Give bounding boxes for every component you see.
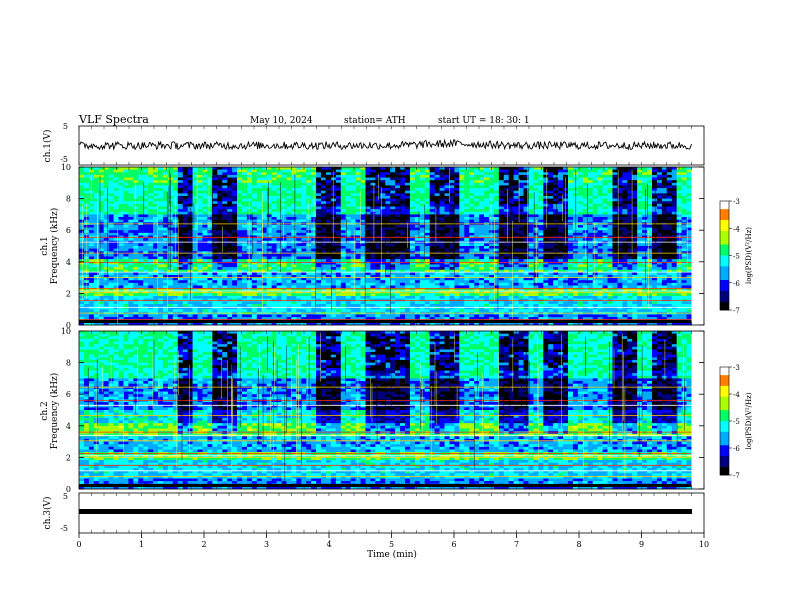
freq-tick-label: 6 <box>66 390 71 399</box>
freq-tick-label: 2 <box>66 453 71 462</box>
time-tick-label: 1 <box>139 540 144 549</box>
ch3-ytick-top: 5 <box>63 492 68 501</box>
ch3-waveform-ylabel: ch.3(V) <box>42 497 53 530</box>
ch1-ytick-bottom: -5 <box>60 155 68 164</box>
start-time-label: start UT = 18: 30: 1 <box>438 116 530 126</box>
time-tick-label: 10 <box>699 540 709 549</box>
colorbar-tick-label: -4 <box>733 391 740 399</box>
ch1-spectrogram-ylabel-channel: ch.1 <box>40 236 50 255</box>
ch3-waveform-trace <box>79 509 692 514</box>
colorbar-tick-label: -5 <box>733 253 740 261</box>
ch1-waveform-ylabel: ch.1(V) <box>42 130 53 163</box>
ch3-waveform-panel: 5 -5 ch.3(V) <box>42 492 705 534</box>
ch2-spectrogram-ylabel: Frequency (kHz) <box>49 373 60 450</box>
freq-tick-label: 10 <box>61 163 71 172</box>
freq-tick-label: 10 <box>61 327 71 336</box>
ch2-spectrogram-ylabel-channel: ch.2 <box>40 401 50 420</box>
freq-tick-label: 2 <box>66 289 71 298</box>
time-tick-label: 9 <box>639 540 644 549</box>
freq-tick-label: 4 <box>66 258 71 267</box>
ch1-waveform-trace <box>78 138 692 151</box>
figure-title: VLF Spectra <box>78 113 149 126</box>
freq-tick-label: 0 <box>66 485 71 494</box>
freq-tick-label: 8 <box>66 195 71 204</box>
freq-tick-label: 0 <box>66 321 71 330</box>
freq-tick-label: 6 <box>66 226 71 235</box>
ch1-spectrogram-image <box>78 167 704 326</box>
time-tick-label: 7 <box>514 540 519 549</box>
colorbar-label: log(PSD)(V²/Hz) <box>745 392 753 449</box>
date-label: May 10, 2024 <box>250 116 313 126</box>
ch2-spectrogram-image <box>78 331 704 490</box>
ch1-spectrogram-ylabel: Frequency (kHz) <box>49 208 60 285</box>
ch1-colorbar: -3 -4 -5 -6 -7 log(PSD)(V²/Hz) <box>719 198 753 315</box>
ch3-ytick-bottom: -5 <box>60 524 68 533</box>
time-tick-label: 2 <box>201 540 206 549</box>
time-tick-label: 4 <box>326 540 331 549</box>
colorbar-tick-label: -3 <box>733 198 740 206</box>
time-axis: 0 1 2 3 4 5 6 7 8 9 10 <box>76 126 709 549</box>
colorbar-tick-label: -6 <box>733 445 740 453</box>
ch1-ytick-top: 5 <box>63 122 68 131</box>
colorbar-tick-label: -5 <box>733 418 740 426</box>
time-tick-label: 6 <box>451 540 456 549</box>
ch1-spectrogram-panel: 0 2 4 6 8 10 ch.1 Frequency (kHz) -3 -4 -5 -6 -7 l… <box>40 163 753 330</box>
ch2-colorbar: -3 -4 -5 -6 -7 log(PSD)(V²/Hz) <box>719 364 753 480</box>
time-tick-label: 0 <box>76 540 81 549</box>
colorbar-tick-label: -3 <box>733 364 740 372</box>
time-tick-label: 5 <box>389 540 394 549</box>
time-tick-label: 8 <box>576 540 581 549</box>
ch2-spectrogram-panel: 0 2 4 6 8 10 ch.2 Frequency (kHz) -3 -4 -5 -6 -7 l… <box>40 327 753 494</box>
freq-tick-label: 8 <box>66 359 71 368</box>
time-axis-label: Time (min) <box>367 549 417 560</box>
colorbar-tick-label: -4 <box>733 225 740 233</box>
time-tick-label: 3 <box>264 540 269 549</box>
colorbar-tick-label: -6 <box>733 280 740 288</box>
colorbar-tick-label: -7 <box>733 472 740 480</box>
colorbar-tick-label: -7 <box>733 307 740 315</box>
colorbar-label: log(PSD)(V²/Hz) <box>745 227 753 284</box>
station-label: station= ATH <box>344 116 406 126</box>
freq-tick-label: 4 <box>66 422 71 431</box>
